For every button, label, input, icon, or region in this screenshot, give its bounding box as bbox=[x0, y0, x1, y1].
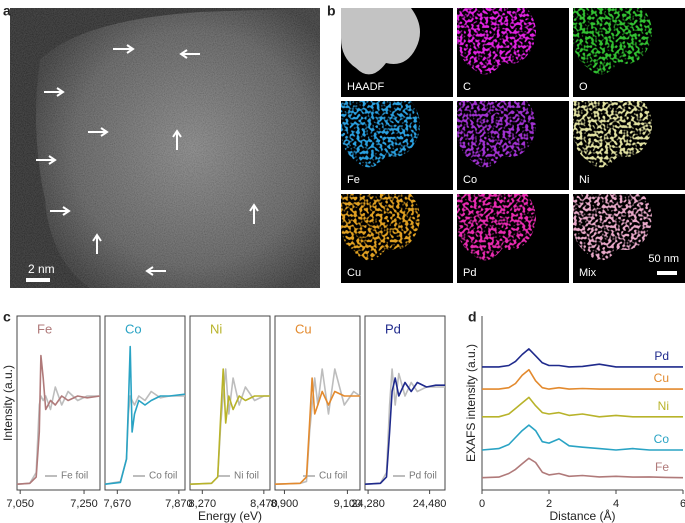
x-tick-label: 8,470 bbox=[250, 498, 278, 510]
map-label: Mix bbox=[579, 267, 597, 279]
x-tick-label: 8,270 bbox=[189, 498, 217, 510]
arrows bbox=[36, 44, 259, 276]
x-axis-label: Energy (eV) bbox=[198, 509, 262, 523]
map-label: Fe bbox=[347, 174, 360, 186]
x-tick-label: 24,280 bbox=[351, 498, 385, 510]
series-label: Co bbox=[654, 432, 670, 446]
scale-bar-label: 50 nm bbox=[648, 253, 679, 265]
x-tick-label: 7,670 bbox=[104, 498, 132, 510]
x-tick-label: 0 bbox=[479, 498, 485, 510]
x-tick-label: 7,250 bbox=[70, 498, 98, 510]
x-tick-label: 2 bbox=[546, 498, 552, 510]
y-axis-label: Intensity (a.u.) bbox=[1, 365, 15, 441]
element-label: Fe bbox=[37, 321, 52, 336]
map-signal bbox=[457, 101, 536, 168]
x-tick-label: 9,100 bbox=[334, 498, 362, 510]
x-tick-label: 7,870 bbox=[165, 498, 193, 510]
spectrum-line bbox=[16, 354, 101, 485]
map-signal bbox=[457, 8, 536, 75]
map-signal bbox=[573, 101, 652, 168]
legend-label: Co foil bbox=[149, 471, 177, 482]
spectrum-line bbox=[274, 377, 360, 485]
legend-label: Fe foil bbox=[61, 471, 88, 482]
element-label: Ni bbox=[210, 321, 222, 336]
map-label: Pd bbox=[463, 267, 476, 279]
spectrum-line bbox=[482, 348, 683, 368]
map-label: HAADF bbox=[347, 81, 385, 93]
spectrum-line bbox=[481, 424, 683, 451]
x-tick-label: 4 bbox=[613, 498, 619, 510]
spectrum-line bbox=[481, 457, 684, 479]
y-axis-label: EXAFS intensity (a.u.) bbox=[464, 344, 478, 462]
map-signal bbox=[457, 194, 536, 261]
axes bbox=[481, 316, 683, 491]
legend-label: Cu foil bbox=[319, 471, 347, 482]
x-axis-label: Distance (Å) bbox=[549, 508, 615, 523]
axes-frame bbox=[364, 315, 446, 491]
scale-bar-label: 2 nm bbox=[28, 262, 55, 276]
scale-bar bbox=[26, 278, 50, 282]
map-signal bbox=[341, 101, 420, 168]
scale-bar bbox=[657, 271, 677, 275]
element-label: Pd bbox=[385, 321, 401, 336]
spectrum-line bbox=[189, 368, 270, 485]
map-signal bbox=[573, 194, 652, 261]
spectrum-line bbox=[482, 368, 683, 390]
spectrum-line bbox=[482, 396, 683, 418]
stem-image bbox=[10, 8, 320, 288]
legend-label: Ni foil bbox=[234, 471, 259, 482]
element-label: Cu bbox=[295, 321, 312, 336]
panel-label: b bbox=[327, 3, 336, 19]
map-label: Cu bbox=[347, 267, 361, 279]
map-label: Ni bbox=[579, 174, 589, 186]
map-signal bbox=[341, 8, 420, 75]
spectrum-line bbox=[274, 368, 361, 485]
panel-label: a bbox=[3, 3, 11, 19]
x-tick-label: 24,480 bbox=[413, 498, 447, 510]
legend-label: Pd foil bbox=[409, 471, 437, 482]
axes-frame bbox=[104, 315, 186, 491]
axes-frame bbox=[16, 315, 101, 491]
x-tick-label: 6 bbox=[680, 498, 685, 510]
map-signal bbox=[573, 8, 652, 75]
element-label: Co bbox=[125, 321, 142, 336]
axes-frame bbox=[274, 315, 361, 491]
axes-frame bbox=[189, 315, 271, 491]
map-label: O bbox=[579, 81, 588, 93]
spectrum-line bbox=[189, 368, 270, 485]
series-label: Fe bbox=[655, 460, 669, 474]
map-signal bbox=[341, 194, 420, 261]
map-label: Co bbox=[463, 174, 477, 186]
spectrum-line bbox=[104, 345, 186, 485]
series-label: Pd bbox=[654, 349, 669, 363]
spectrum-line bbox=[364, 377, 445, 485]
x-tick-label: 8,900 bbox=[271, 498, 299, 510]
x-tick-label: 7,050 bbox=[6, 498, 34, 510]
panel-label: c bbox=[3, 309, 11, 325]
series-label: Cu bbox=[654, 371, 669, 385]
series-label: Ni bbox=[658, 399, 669, 413]
panel-label: d bbox=[468, 309, 477, 325]
map-label: C bbox=[463, 81, 471, 93]
